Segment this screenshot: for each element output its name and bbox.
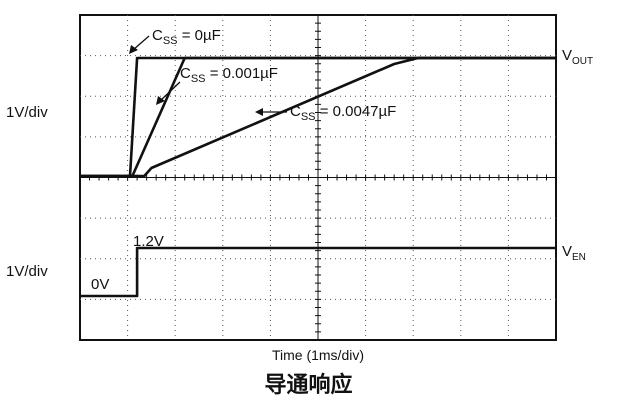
ven-label: VEN	[562, 243, 586, 263]
series-label-css-00047uf: CSS = 0.0047µF	[255, 103, 396, 123]
ylabel-bottom: 1V/div	[6, 263, 48, 280]
trace-top-c-ss-0-0047-f	[80, 56, 556, 178]
annotation-0v: 0V	[91, 276, 109, 293]
svg-text:CSS = 0.0047µF: CSS = 0.0047µF	[290, 103, 396, 123]
ylabel-top: 1V/div	[6, 104, 48, 121]
vout-label: VOUT	[562, 47, 593, 67]
annotation-1-2v: 1.2V	[133, 233, 164, 250]
figure-caption: 导通响应	[264, 373, 353, 398]
trace-bottom-en	[80, 246, 556, 298]
traces	[80, 56, 556, 298]
x-axis-label: Time (1ms/div)	[272, 347, 364, 363]
